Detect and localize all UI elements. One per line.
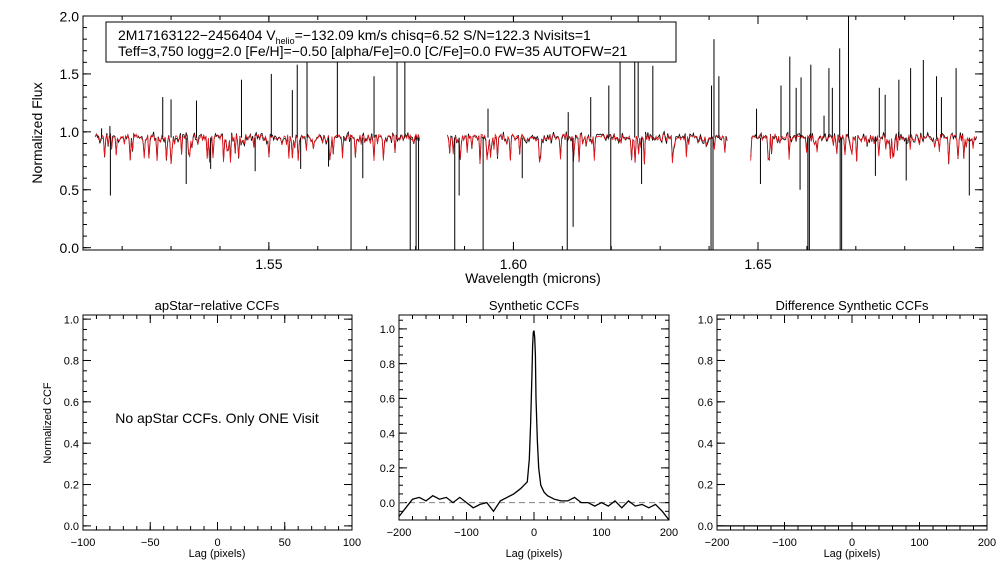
difference-ccf-x-tick-label: 0	[849, 537, 855, 549]
difference-ccf-ticks: −200 −100 0 100 200 0.0 0.2 0.4 0.6 0.8 1.0	[698, 314, 996, 549]
model-spectrum-line	[447, 132, 728, 164]
synthetic-ccf-x-tick-label: −100	[454, 527, 479, 539]
annotation-line-2: Teff=3,750 logg=2.0 [Fe/H]=−0.50 [alpha/…	[118, 43, 627, 59]
spectrum-y-tick-label: 2.0	[60, 8, 80, 24]
difference-ccf-x-tick-label: −200	[705, 537, 730, 549]
synthetic-ccf-data	[398, 330, 670, 521]
model-spectrum-line	[750, 133, 977, 163]
apstar-ccf-title: apStar−relative CCFs	[155, 298, 280, 313]
spectrum-plot-frame	[82, 15, 984, 251]
synthetic-ccf-y-tick-label: 1.0	[380, 324, 395, 336]
apstar-ccf-x-tick-label: 0	[214, 537, 220, 549]
spectrum-x-tick-label: 1.55	[255, 256, 282, 272]
spectrum-x-tick-label: 1.65	[744, 256, 771, 272]
difference-ccf-y-tick-label: 0.8	[698, 356, 713, 368]
difference-ccf-title: Difference Synthetic CCFs	[776, 298, 929, 313]
apstar-ccf-y-tick-label: 1.0	[64, 314, 79, 326]
annotation-box-frame	[105, 21, 677, 63]
apstar-ccf-y-tick-label: 0.6	[64, 397, 79, 409]
apstar-ccf-message: No apStar CCFs. Only ONE Visit	[115, 410, 319, 426]
spectrum-y-tick-label: 1.5	[60, 66, 80, 82]
difference-ccf-x-tick-label: 200	[978, 537, 996, 549]
apstar-ccf-x-tick-label: 50	[279, 537, 291, 549]
annotation-line-1-values: =−132.09 km/s chisq=6.52 S/N=122.3 Nvisi…	[295, 27, 591, 43]
apstar-ccf-x-axis-label: Lag (pixels)	[189, 548, 246, 560]
difference-ccf-x-tick-label: 100	[910, 537, 928, 549]
synthetic-ccf-x-tick-label: 0	[531, 527, 537, 539]
spectrum-y-tick-label: 1.0	[60, 124, 80, 140]
spectrum-ticks: 1.55 1.60 1.65 0.0 0.5 1.0 1.5 2.0	[60, 8, 983, 272]
apstar-ccf-x-tick-label: 100	[343, 537, 361, 549]
difference-ccf-x-tick-label: −100	[772, 537, 797, 549]
synthetic-ccf-x-tick-label: −200	[387, 527, 412, 539]
synthetic-ccf-frame	[398, 314, 670, 521]
difference-ccf-y-tick-label: 0.2	[698, 480, 713, 492]
model-spectrum-line	[94, 133, 420, 165]
spectrum-y-axis-label: Normalized Flux	[29, 82, 45, 183]
spectrum-x-tick-label: 1.60	[500, 256, 527, 272]
annotation-line-1-subscript: helio	[276, 36, 295, 46]
synthetic-ccf-y-tick-label: 0.6	[380, 394, 395, 406]
apstar-ccf-x-tick-label: −100	[71, 537, 96, 549]
apstar-ccf-y-tick-label: 0.0	[64, 521, 79, 533]
difference-ccf-panel: Difference Synthetic CCFs −200 −100 0 100 20…	[698, 298, 996, 560]
difference-ccf-y-tick-label: 0.6	[698, 397, 713, 409]
synthetic-ccf-title: Synthetic CCFs	[489, 298, 580, 313]
difference-ccf-frame	[716, 314, 988, 531]
synthetic-ccf-x-tick-label: 100	[592, 527, 610, 539]
apstar-ccf-y-tick-label: 0.2	[64, 480, 79, 492]
difference-ccf-x-axis-label: Lag (pixels)	[824, 548, 881, 560]
synthetic-ccf-panel: Synthetic CCFs −200 −100 0 100 200 0.0 0.2 0.4 0…	[380, 298, 678, 560]
apstar-ccf-panel: apStar−relative CCFs −100 −50 0 50 100 0.0 0.2…	[42, 298, 361, 560]
annotation-line-1: 2M17163122−2456404 Vhelio=−132.09 km/s c…	[118, 27, 591, 46]
spectrum-y-tick-label: 0.5	[60, 182, 80, 198]
synthetic-ccf-x-axis-label: Lag (pixels)	[506, 548, 563, 560]
spectrum-data	[94, 16, 977, 250]
apstar-ccf-x-tick-label: −50	[141, 537, 160, 549]
synthetic-ccf-line	[398, 330, 670, 521]
synthetic-ccf-y-tick-label: 0.4	[380, 428, 395, 440]
spectrum-panel: 1.55 1.60 1.65 0.0 0.5 1.0 1.5 2.0 Wavelength (…	[29, 8, 984, 286]
synthetic-ccf-y-tick-label: 0.0	[380, 498, 395, 510]
spectrum-x-axis-label: Wavelength (microns)	[465, 270, 601, 286]
annotation-line-1-star: 2M17163122−2456404 V	[118, 27, 276, 43]
spectrum-y-tick-label: 0.0	[60, 240, 80, 256]
apstar-ccf-y-axis-label: Normalized CCF	[42, 382, 54, 464]
synthetic-ccf-y-tick-label: 0.2	[380, 463, 395, 475]
difference-ccf-y-tick-label: 0.0	[698, 521, 713, 533]
synthetic-ccf-ticks: −200 −100 0 100 200 0.0 0.2 0.4 0.6 0.8 1.0	[380, 315, 678, 539]
synthetic-ccf-x-tick-label: 200	[660, 527, 678, 539]
difference-ccf-y-tick-label: 0.4	[698, 438, 713, 450]
spectrum-annotation-box: 2M17163122−2456404 Vhelio=−132.09 km/s c…	[105, 21, 677, 63]
apstar-ccf-ticks: −100 −50 0 50 100 0.0 0.2 0.4 0.6 0.8 1.0	[64, 314, 361, 549]
apstar-ccf-y-tick-label: 0.8	[64, 356, 79, 368]
synthetic-ccf-y-tick-label: 0.8	[380, 359, 395, 371]
apstar-ccf-y-tick-label: 0.4	[64, 438, 79, 450]
difference-ccf-y-tick-label: 1.0	[698, 314, 713, 326]
